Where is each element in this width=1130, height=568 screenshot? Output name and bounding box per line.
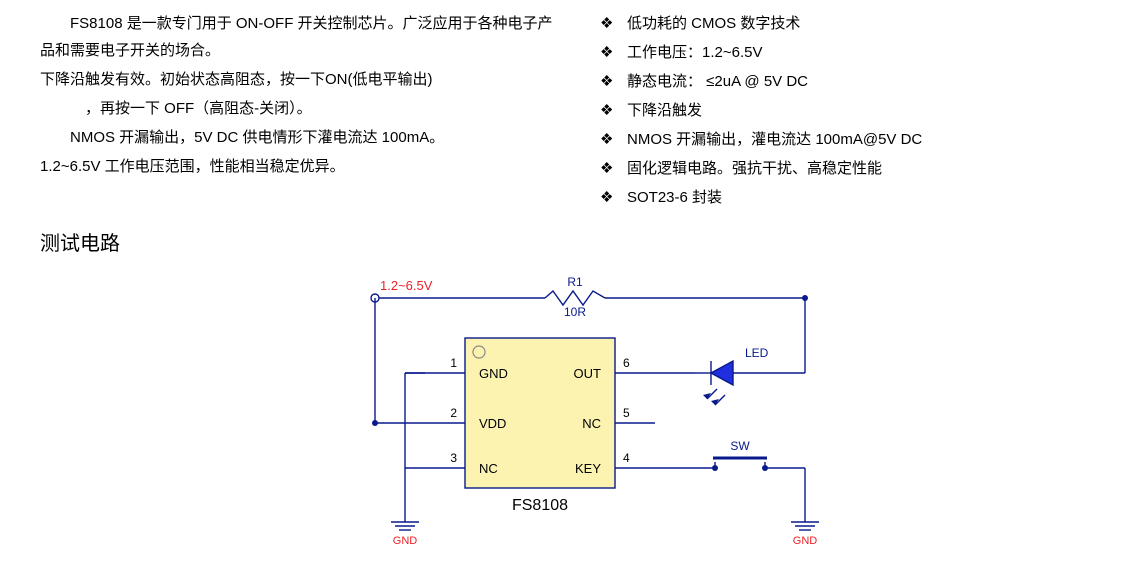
feature-item: 下降沿触发 — [600, 97, 1090, 124]
feature-item: SOT23-6 封装 — [600, 184, 1090, 211]
svg-text:SW: SW — [730, 439, 750, 453]
svg-text:GND: GND — [393, 535, 418, 547]
features-list: 低功耗的 CMOS 数字技术 工作电压：1.2~6.5V 静态电流： ≤2uA … — [600, 10, 1090, 211]
svg-text:5: 5 — [623, 406, 630, 420]
svg-text:R1: R1 — [567, 275, 583, 289]
svg-text:LED: LED — [745, 346, 769, 360]
svg-text:3: 3 — [450, 451, 457, 465]
svg-text:KEY: KEY — [575, 461, 601, 476]
svg-text:GND: GND — [793, 535, 818, 547]
svg-text:1: 1 — [450, 356, 457, 370]
svg-text:NC: NC — [582, 416, 601, 431]
svg-text:6: 6 — [623, 356, 630, 370]
svg-text:4: 4 — [623, 451, 630, 465]
circuit-diagram: FS8108 1 GND 2 VDD 3 NC 6 OUT 5 NC 4 KEY 1.2~6.5V R1 10… — [245, 258, 885, 568]
desc-p2: 下降沿触发有效。初始状态高阻态，按一下ON(低电平输出) — [40, 66, 560, 93]
description-block: FS8108 是一款专门用于 ON-OFF 开关控制芯片。广泛应用于各种电子产品… — [40, 10, 560, 213]
svg-text:10R: 10R — [564, 305, 586, 319]
section-title: 测试电路 — [40, 227, 1090, 256]
feature-item: 静态电流： ≤2uA @ 5V DC — [600, 68, 1090, 95]
svg-text:NC: NC — [479, 461, 498, 476]
features-block: 低功耗的 CMOS 数字技术 工作电压：1.2~6.5V 静态电流： ≤2uA … — [600, 10, 1090, 213]
svg-text:VDD: VDD — [479, 416, 506, 431]
desc-p5: 1.2~6.5V 工作电压范围，性能相当稳定优异。 — [40, 153, 560, 180]
feature-item: NMOS 开漏输出，灌电流达 100mA@5V DC — [600, 126, 1090, 153]
svg-text:FS8108: FS8108 — [512, 497, 568, 514]
svg-text:OUT: OUT — [574, 366, 602, 381]
svg-text:1.2~6.5V: 1.2~6.5V — [380, 278, 433, 293]
svg-text:2: 2 — [450, 406, 457, 420]
desc-p4: NMOS 开漏输出，5V DC 供电情形下灌电流达 100mA。 — [40, 124, 560, 151]
feature-item: 工作电压：1.2~6.5V — [600, 39, 1090, 66]
feature-item: 固化逻辑电路。强抗干扰、高稳定性能 — [600, 155, 1090, 182]
desc-p3: ，再按一下 OFF（高阻态-关闭）。 — [40, 95, 560, 122]
desc-p1: FS8108 是一款专门用于 ON-OFF 开关控制芯片。广泛应用于各种电子产品… — [40, 10, 560, 64]
svg-text:GND: GND — [479, 366, 508, 381]
feature-item: 低功耗的 CMOS 数字技术 — [600, 10, 1090, 37]
